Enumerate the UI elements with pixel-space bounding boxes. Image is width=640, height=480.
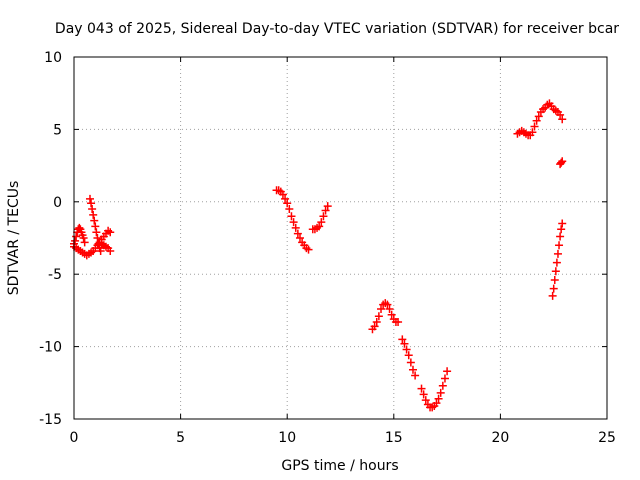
data-point-marker — [295, 234, 304, 242]
data-point-marker — [549, 284, 558, 293]
data-point-marker — [315, 222, 324, 231]
data-point-marker — [96, 247, 105, 256]
x-tick-label: 5 — [176, 430, 185, 446]
data-point-marker — [372, 317, 381, 326]
data-point-marker — [321, 206, 330, 215]
x-tick-label: 25 — [598, 430, 616, 446]
data-point-marker — [434, 394, 443, 403]
data-point-marker — [558, 157, 567, 166]
data-point-marker — [281, 194, 290, 203]
data-point-marker — [106, 228, 115, 237]
x-tick-label: 15 — [385, 430, 403, 446]
data-point-marker — [411, 371, 420, 380]
data-point-marker — [550, 275, 559, 284]
data-point-marker — [387, 310, 396, 319]
data-point-marker — [551, 267, 560, 276]
data-point-marker — [323, 202, 332, 211]
data-point-marker — [406, 358, 415, 367]
data-point-marker — [85, 194, 94, 203]
data-point-marker — [304, 245, 313, 254]
y-tick-label: 0 — [53, 195, 62, 211]
data-point-marker — [398, 335, 407, 344]
data-point-marker — [436, 388, 445, 397]
y-tick-label: 5 — [53, 122, 62, 138]
data-point-marker — [443, 367, 452, 376]
data-point-marker — [89, 210, 98, 219]
data-point-marker — [80, 238, 89, 247]
data-point-marker — [289, 218, 298, 227]
data-point-marker — [374, 312, 383, 321]
data-point-marker — [557, 158, 566, 167]
data-point-marker — [377, 304, 386, 313]
x-tick-label: 20 — [491, 430, 509, 446]
data-point-marker — [88, 205, 97, 214]
y-tick-label: -10 — [39, 340, 62, 356]
data-point-marker — [283, 199, 292, 208]
x-tick-label: 0 — [70, 430, 79, 446]
data-point-marker — [553, 249, 562, 258]
chart-title: Day 043 of 2025, Sidereal Day-to-day VTE… — [55, 21, 619, 37]
data-point-marker — [319, 212, 328, 221]
data-point-marker — [558, 219, 567, 228]
data-point-marker — [293, 229, 302, 238]
data-point-marker — [394, 317, 403, 326]
data-point-marker — [421, 396, 430, 405]
data-point-marker — [408, 365, 417, 374]
y-tick-label: 10 — [44, 50, 62, 66]
data-point-marker — [75, 223, 84, 232]
data-point-marker — [370, 322, 379, 331]
data-point-marker — [106, 247, 115, 256]
x-axis-ticks: 0 5 10 15 20 25 — [70, 57, 616, 446]
data-point-marker — [534, 112, 543, 121]
data-point-marker — [92, 228, 101, 237]
data-point-marker — [548, 291, 557, 300]
data-point-marker — [552, 258, 561, 267]
data-point-marker — [383, 300, 392, 309]
x-tick-label: 10 — [278, 430, 296, 446]
data-point-marker — [90, 216, 99, 225]
data-point-marker — [432, 399, 441, 408]
y-tick-label: -15 — [39, 412, 62, 428]
data-point-marker — [440, 374, 449, 383]
data-point-marker — [400, 339, 409, 348]
data-points — [70, 99, 567, 412]
data-point-marker — [291, 223, 300, 232]
x-axis-label: GPS time / hours — [281, 458, 398, 474]
data-point-marker — [91, 222, 100, 231]
data-point-marker — [556, 110, 565, 119]
data-point-marker — [419, 390, 428, 399]
data-point-marker — [557, 225, 566, 234]
data-point-marker — [417, 384, 426, 393]
data-point-marker — [79, 234, 88, 242]
data-point-marker — [528, 128, 537, 137]
data-point-marker — [404, 351, 413, 360]
data-point-marker — [278, 190, 287, 199]
data-point-marker — [87, 199, 96, 208]
data-point-marker — [287, 212, 296, 221]
data-point-marker — [385, 304, 394, 313]
data-point-marker — [532, 116, 541, 125]
data-point-marker — [558, 115, 567, 124]
y-axis-ticks: 10 5 0 -5 -10 -15 — [39, 50, 607, 428]
data-point-marker — [402, 345, 411, 354]
data-point-marker — [555, 241, 564, 250]
y-tick-label: -5 — [48, 267, 62, 283]
grid-lines — [74, 57, 607, 419]
data-point-marker — [71, 236, 80, 245]
data-point-marker — [438, 381, 447, 390]
plot-frame — [73, 56, 608, 420]
y-axis-label: SDTVAR / TECUs — [6, 181, 22, 296]
data-point-marker — [530, 122, 539, 131]
data-point-marker — [72, 232, 81, 241]
data-point-marker — [556, 232, 565, 241]
data-point-marker — [317, 218, 326, 227]
data-point-marker — [93, 234, 102, 242]
data-point-marker — [285, 205, 294, 214]
